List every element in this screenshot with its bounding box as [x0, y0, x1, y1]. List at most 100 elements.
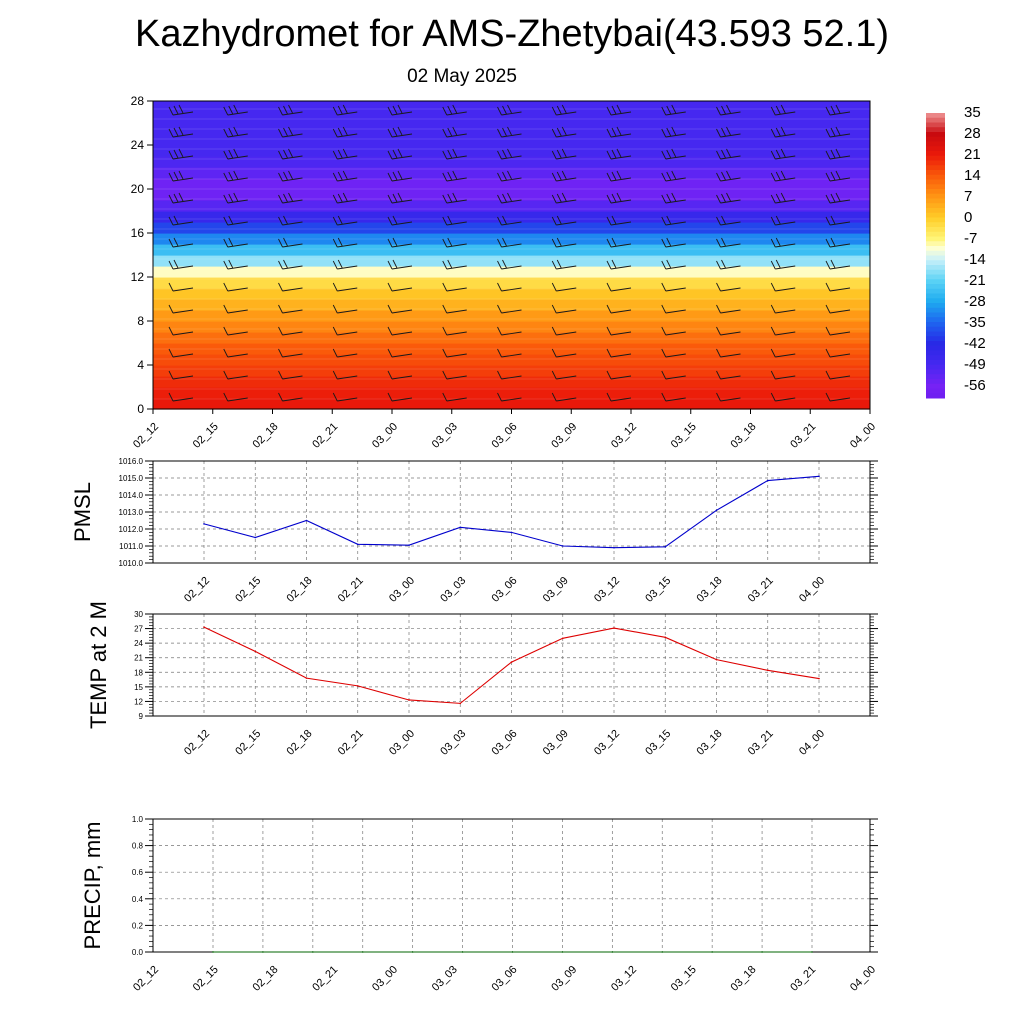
colorbar-label: -21 [964, 272, 986, 289]
x-tick-label: 03_00 [370, 964, 400, 994]
x-tick-label: 02_21 [310, 964, 340, 994]
wind-barb [332, 237, 358, 248]
wind-barb [825, 237, 851, 248]
data-point [711, 951, 713, 953]
wind-barb [223, 237, 248, 248]
data-point [715, 658, 718, 661]
y-tick-label: 1014.0 [119, 491, 144, 500]
wind-barb [168, 192, 194, 204]
y-tick-label: 0.6 [132, 868, 144, 877]
wind-barb [387, 259, 413, 270]
wind-barb [278, 348, 303, 358]
colorbar-band [926, 303, 945, 309]
colorbar [926, 113, 945, 399]
wind-barb [442, 370, 467, 380]
colorbar-band [926, 250, 945, 256]
data-point [818, 677, 820, 680]
x-tick-label: 03_12 [592, 728, 622, 758]
colorbar-band [926, 122, 945, 128]
colorbar-band [926, 331, 945, 337]
colorbar-band [926, 198, 945, 204]
wind-barb [332, 282, 358, 292]
wind-barb [551, 148, 577, 160]
wind-barb [168, 392, 194, 402]
colorbar-label: 21 [964, 146, 981, 163]
x-tick-label: 03_21 [746, 575, 776, 605]
wind-barb [387, 370, 413, 380]
wind-barb [661, 192, 686, 204]
colorbar-band [926, 170, 945, 176]
temperature-layer [153, 387, 870, 399]
x-tick-label: 02_18 [251, 964, 281, 994]
wind-barb [551, 304, 577, 314]
data-point [305, 519, 308, 522]
colorbar-band [926, 379, 945, 385]
y-tick-label: 0.2 [132, 921, 144, 930]
temperature-layer [153, 156, 870, 168]
colorbar-band [926, 217, 945, 223]
colorbar-band [926, 312, 945, 318]
wind-barb [497, 192, 522, 204]
wind-barb [661, 392, 686, 402]
data-point [661, 951, 664, 953]
x-tick-label: 03_15 [669, 421, 699, 451]
wind-barb [825, 392, 851, 402]
colorbar-band [926, 141, 945, 147]
y-tick-label: 24 [131, 138, 145, 152]
colorbar-band [926, 284, 945, 290]
wind-barb [825, 104, 851, 116]
wind-barb [770, 370, 796, 380]
colorbar-band [926, 279, 945, 285]
x-tick-label: 02_15 [191, 421, 221, 451]
wind-barb [387, 170, 413, 182]
wind-barb [551, 104, 577, 116]
wind-barb [770, 237, 796, 248]
wind-barb [497, 170, 522, 182]
wind-barb [551, 215, 577, 226]
colorbar-band [926, 193, 945, 199]
y-tick-label: 30 [134, 610, 143, 619]
wind-barb [442, 326, 467, 336]
wind-barb [223, 304, 248, 314]
x-tick-label: 03_09 [541, 575, 571, 605]
wind-barb [661, 170, 686, 182]
wind-barb [825, 170, 851, 182]
x-tick-label: 03_03 [438, 575, 468, 605]
colorbar-band [926, 298, 945, 304]
grid [153, 461, 870, 563]
wind-barb [168, 170, 194, 182]
y-tick-label: 8 [137, 314, 144, 328]
temperature-layer [153, 167, 870, 179]
temperature-layer [153, 343, 870, 355]
y-tick-label: 0.0 [132, 948, 144, 957]
colorbar-band [926, 136, 945, 142]
wind-barb [442, 304, 467, 314]
wind-barb [661, 104, 686, 116]
temperature-layer [153, 299, 870, 311]
wind-barb [551, 282, 577, 292]
wind-barb [716, 392, 741, 402]
wind-barb [332, 392, 358, 402]
data-point [613, 627, 615, 629]
temperature-layer [153, 365, 870, 377]
x-tick-label: 02_21 [336, 728, 366, 758]
data-point [510, 661, 513, 663]
data-point [561, 545, 564, 547]
wind-barb [606, 126, 632, 138]
y-axis-title: PRECIP, mm [80, 822, 105, 950]
wind-barb [332, 370, 358, 380]
wind-barb [770, 282, 796, 292]
wind-barb [387, 148, 413, 160]
x-tick-label: 02_12 [182, 728, 212, 758]
wind-barb [168, 215, 194, 226]
x-tick-label: 03_21 [788, 421, 818, 451]
x-tick-label: 02_15 [233, 728, 263, 758]
wind-barb [442, 192, 467, 204]
plot-frame [152, 100, 871, 410]
wind-barb [223, 392, 248, 402]
colorbar-label: -35 [964, 314, 986, 331]
wind-barb [661, 215, 686, 226]
colorbar-band [926, 184, 945, 190]
